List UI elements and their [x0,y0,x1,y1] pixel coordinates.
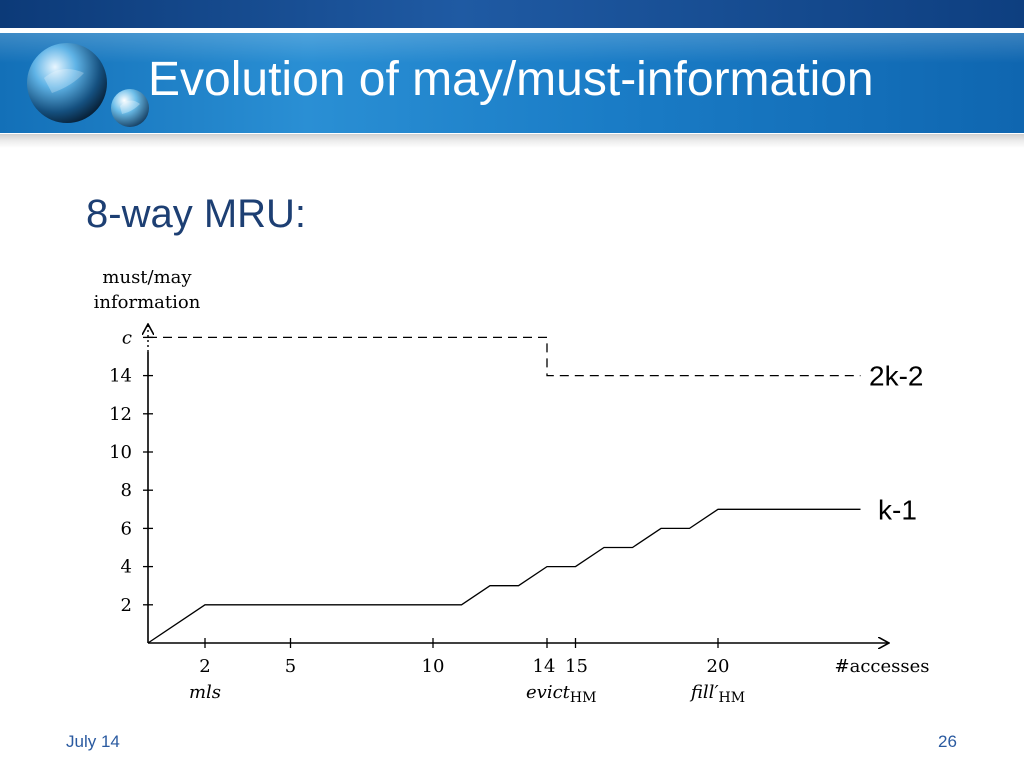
x-tick-label-14: 14 [533,656,556,677]
globe-logo-icon [27,43,149,127]
x-tick-label-5: 5 [285,656,296,677]
y-tick-label-8: 8 [121,480,132,501]
x-tick-label-15: 15 [565,656,588,677]
slide-subtitle: 8-way MRU: [86,192,307,236]
page-number: 26 [938,732,957,751]
title-bar-shine [0,33,1024,63]
footer-date: July 14 [66,732,120,751]
y-tick-label-10: 10 [109,442,132,463]
y-tick-label-2: 2 [121,595,132,616]
header-top-strip [0,0,1024,28]
series-label-k-1: k-1 [878,494,917,525]
y-tick-label-14: 14 [109,366,132,387]
x-axis-label: #accesses [835,656,930,677]
title-bar [0,33,1024,133]
chart-labels: 2 4 6 8 10 12 14 c 2 5 10 14 15 20 #accesses must/may in… [94,267,930,706]
slide-title: Evolution of may/must-information [148,53,874,106]
x-tick-label-10: 10 [422,656,445,677]
series-line-2k-2 [148,336,861,377]
x-annotation-2: fill′HM [689,682,745,706]
x-tick-label-2: 2 [199,656,210,677]
y-axis-label-line1: must/may [102,267,192,288]
x-annotation-1: evictHM [526,682,596,706]
y-tick-label-6: 6 [121,518,132,539]
y-tick-label-c: c [122,327,132,348]
slide-header: Evolution of may/must-information [0,0,1024,148]
globe-small [111,89,149,127]
globe-large [27,43,107,123]
y-tick-label-12: 12 [109,404,132,425]
y-tick-label-4: 4 [121,557,132,578]
x-annotation-0: mls [189,682,221,703]
y-axis-label-line2: information [94,292,201,313]
x-tick-label-20: 20 [707,656,730,677]
series-label-2k-2: 2k-2 [869,361,923,392]
axes [143,325,888,648]
series-lines [147,336,861,644]
header-shadow [0,134,1024,148]
series-line-k-1 [147,508,861,644]
